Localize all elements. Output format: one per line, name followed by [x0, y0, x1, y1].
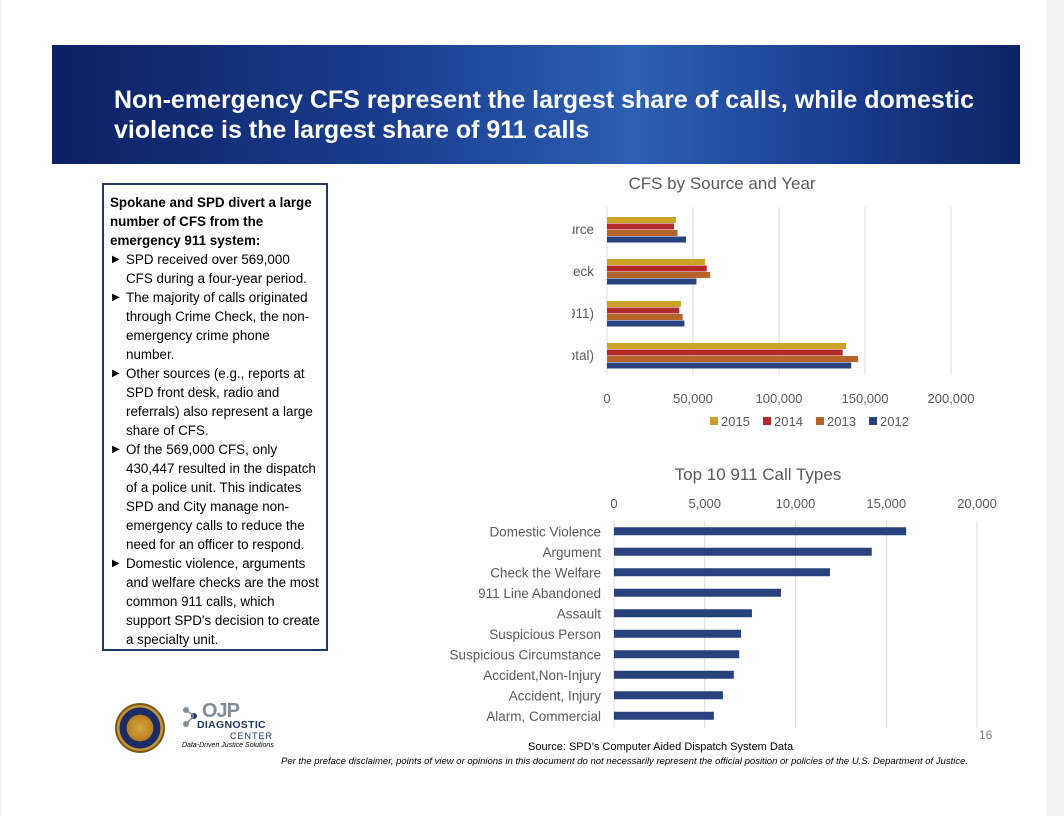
bar-2015 — [607, 343, 847, 349]
bar-2013 — [607, 230, 678, 236]
legend-label-2012: 2012 — [880, 414, 909, 429]
ojp-network-icon — [183, 707, 197, 727]
x-tick-label: 0 — [610, 496, 617, 511]
ojp-logo-text: OJP — [202, 700, 240, 722]
call-type-bar — [614, 670, 734, 679]
category-label: 911 Line Abandoned — [478, 586, 601, 601]
x-tick-label: 50,000 — [673, 391, 713, 406]
category-label: Suspicious Circumstance — [449, 647, 601, 662]
triangle-bullet-icon: ▶ — [112, 444, 120, 455]
ojp-center-text: CENTER — [230, 731, 274, 741]
legend-swatch-2012 — [869, 417, 877, 425]
summary-bullet: ▶ The majority of calls originated throug… — [112, 290, 310, 362]
category-label: Argument — [542, 545, 601, 560]
summary-textbox: Spokane and SPD divert a large number of… — [102, 183, 328, 651]
viewer-margin — [1046, 0, 1064, 816]
bar-2014 — [607, 349, 843, 356]
triangle-bullet-icon: ▶ — [112, 558, 120, 569]
title-banner: Non-emergency CFS represent the largest … — [52, 45, 1020, 164]
bar-2014 — [607, 223, 675, 230]
bar-2015 — [607, 217, 676, 223]
summary-bullet: ▶ SPD received over 569,000 CFS during a … — [112, 252, 307, 286]
call-type-bar — [614, 588, 781, 597]
x-tick-label: 5,000 — [688, 496, 721, 511]
bar-2014 — [607, 265, 707, 272]
legend-swatch-2014 — [763, 417, 771, 425]
category-label: Accident, Injury — [509, 688, 602, 703]
category-label: Alarm, Commercial — [486, 709, 601, 724]
summary-bullet: ▶ Domestic violence, arguments and welfar… — [112, 556, 320, 647]
doj-seal-icon — [115, 703, 165, 753]
triangle-bullet-icon: ▶ — [112, 292, 120, 303]
category-label: Other Source — [572, 222, 594, 237]
bar-2013 — [607, 314, 683, 320]
triangle-bullet-icon: ▶ — [112, 254, 120, 265]
call-type-bar — [614, 568, 830, 577]
x-tick-label: 150,000 — [842, 391, 889, 406]
category-label: Number of Crime Check — [572, 264, 594, 279]
category-label: Number of CFS (911) — [572, 306, 594, 321]
call-type-bar — [614, 711, 714, 720]
category-label: Accident,Non-Injury — [483, 668, 601, 683]
bar-2013 — [607, 356, 859, 362]
legend-swatch-2013 — [816, 417, 824, 425]
summary-heading: Spokane and SPD divert a large number of… — [110, 195, 312, 248]
bar-2012 — [607, 362, 852, 369]
x-tick-label: 0 — [603, 391, 610, 406]
category-label: Domestic Violence — [489, 524, 601, 539]
summary-bullet: ▶ Other sources (e.g., reports at SPD fro… — [112, 366, 313, 438]
triangle-bullet-icon: ▶ — [112, 368, 120, 379]
x-tick-label: 200,000 — [928, 391, 975, 406]
legend-label-2013: 2013 — [827, 414, 856, 429]
source-note: Source: SPD’s Computer Aided Dispatch Sy… — [528, 741, 794, 753]
call-type-bar — [614, 629, 742, 638]
call-type-bar — [614, 547, 872, 556]
category-label: Check the Welfare — [490, 565, 601, 580]
summary-bullet: ▶ Of the 569,000 CFS, only 430,447 result… — [112, 442, 316, 552]
legend-swatch-2015 — [710, 417, 718, 425]
disclaimer-text: Per the preface disclaimer, points of vi… — [281, 756, 968, 767]
bar-2012 — [607, 278, 697, 285]
legend-label-2015: 2015 — [721, 414, 750, 429]
bar-2015 — [607, 259, 706, 265]
x-tick-label: 15,000 — [866, 496, 906, 511]
bar-2012 — [607, 236, 687, 243]
summary-bullet-list: ▶ SPD received over 569,000 CFS during a … — [110, 250, 320, 649]
ojp-diagnostic-text: DIAGNOSTIC — [197, 719, 266, 731]
top-911-call-types-chart: 0 5,000 10,000 15,000 20,000 Domestic Violenc… — [449, 496, 997, 728]
x-tick-label: 100,000 — [756, 391, 803, 406]
call-type-bar — [614, 609, 752, 618]
category-label: Number of CFS (Total) — [572, 348, 594, 363]
category-label: Suspicious Person — [489, 627, 601, 642]
bar-2012 — [607, 320, 685, 327]
call-type-bar — [614, 527, 907, 536]
call-type-bar — [614, 691, 723, 700]
bar-2015 — [607, 301, 681, 307]
slide-title: Non-emergency CFS represent the largest … — [114, 86, 974, 144]
legend-label-2014: 2014 — [774, 414, 803, 429]
page-number: 16 — [979, 728, 993, 742]
category-label: Assault — [557, 606, 602, 621]
cfs-by-source-chart: 0 50,000 100,000 150,000 200,000 Other Source… — [572, 207, 975, 429]
chart2-title: Top 10 911 Call Types — [674, 465, 842, 484]
x-tick-label: 10,000 — [776, 496, 816, 511]
x-tick-label: 20,000 — [957, 496, 997, 511]
bar-2013 — [607, 272, 711, 278]
ojp-tagline: Data-Driven Justice Solutions — [182, 742, 274, 749]
chart1-title: CFS by Source and Year — [628, 174, 816, 193]
bar-2014 — [607, 307, 680, 314]
call-type-bar — [614, 650, 740, 659]
